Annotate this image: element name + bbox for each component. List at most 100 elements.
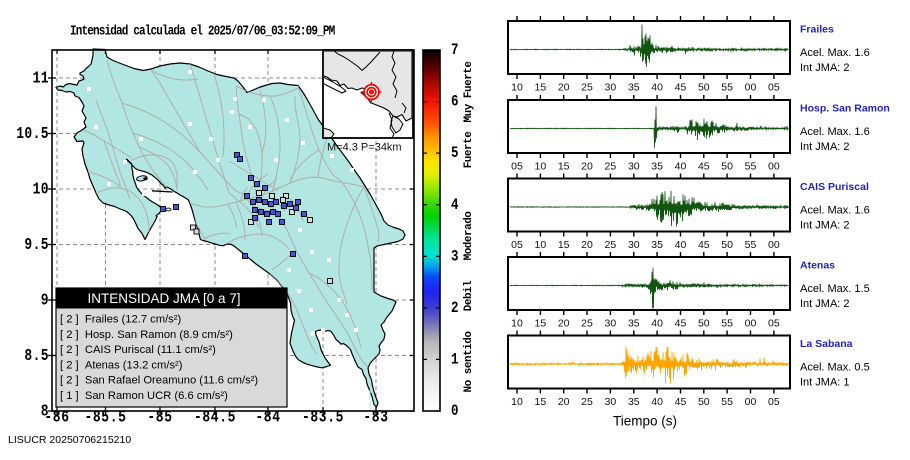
svg-text:05: 05 <box>511 161 523 173</box>
svg-text:8: 8 <box>41 403 49 421</box>
svg-text:10: 10 <box>511 318 523 330</box>
svg-text:-83: -83 <box>363 409 388 427</box>
svg-text:35: 35 <box>651 239 663 251</box>
svg-text:55: 55 <box>745 239 757 251</box>
svg-text:35: 35 <box>651 161 663 173</box>
svg-text:05: 05 <box>768 82 780 94</box>
svg-text:Acel. Max. 1.6: Acel. Max. 1.6 <box>800 205 870 217</box>
svg-text:50: 50 <box>698 82 710 94</box>
svg-text:9: 9 <box>41 292 49 310</box>
svg-text:05: 05 <box>768 318 780 330</box>
svg-text:15: 15 <box>558 239 570 251</box>
svg-text:10: 10 <box>535 161 547 173</box>
svg-text:20: 20 <box>581 161 593 173</box>
svg-text:10: 10 <box>33 181 49 199</box>
svg-text:50: 50 <box>698 318 710 330</box>
svg-text:-84.5: -84.5 <box>194 409 236 427</box>
svg-text:15: 15 <box>535 82 547 94</box>
svg-text:-84: -84 <box>255 409 280 427</box>
svg-text:00: 00 <box>745 318 757 330</box>
svg-text:[ 2 ] Frailes (12.7 cm/s²): [ 2 ] Frailes (12.7 cm/s²) <box>60 314 181 326</box>
svg-text:2: 2 <box>451 300 458 318</box>
svg-text:[ 2 ] San Rafael Oreamuno (11: [ 2 ] San Rafael Oreamuno (11.6 cm/s²) <box>60 375 258 387</box>
svg-text:[ 1 ] San Ramon UCR (6.6 cm/s: [ 1 ] San Ramon UCR (6.6 cm/s²) <box>60 390 228 402</box>
svg-text:Int JMA: 2: Int JMA: 2 <box>800 62 850 74</box>
svg-text:M=4.3 P=34km: M=4.3 P=34km <box>327 142 402 154</box>
svg-text:35: 35 <box>628 82 640 94</box>
svg-text:25: 25 <box>581 82 593 94</box>
svg-text:8.5: 8.5 <box>24 348 49 366</box>
svg-text:-83.5: -83.5 <box>302 409 344 427</box>
svg-text:40: 40 <box>675 239 687 251</box>
svg-text:00: 00 <box>768 239 780 251</box>
svg-text:40: 40 <box>651 396 663 408</box>
svg-text:35: 35 <box>628 318 640 330</box>
svg-text:40: 40 <box>651 318 663 330</box>
svg-text:5: 5 <box>451 145 458 163</box>
svg-text:4: 4 <box>451 197 459 215</box>
svg-text:05: 05 <box>768 396 780 408</box>
svg-text:40: 40 <box>675 161 687 173</box>
svg-text:20: 20 <box>558 82 570 94</box>
svg-text:Tiempo (s): Tiempo (s) <box>613 414 677 429</box>
svg-text:10: 10 <box>511 396 523 408</box>
svg-text:Int JMA: 1: Int JMA: 1 <box>800 377 850 389</box>
svg-text:30: 30 <box>605 396 617 408</box>
svg-text:50: 50 <box>721 161 733 173</box>
svg-text:9.5: 9.5 <box>24 237 49 255</box>
svg-text:Frailes: Frailes <box>800 24 834 36</box>
svg-text:50: 50 <box>721 239 733 251</box>
svg-text:20: 20 <box>581 239 593 251</box>
svg-text:Int JMA: 2: Int JMA: 2 <box>800 298 850 310</box>
svg-text:Int JMA: 2: Int JMA: 2 <box>800 141 850 153</box>
svg-text:45: 45 <box>675 318 687 330</box>
svg-text:LISUCR 20250706215210: LISUCR 20250706215210 <box>8 434 131 446</box>
svg-text:La Sabana: La Sabana <box>800 338 853 350</box>
svg-text:15: 15 <box>535 318 547 330</box>
svg-text:10.5: 10.5 <box>16 126 49 144</box>
svg-text:[ 2 ] CAIS Puriscal (11.1 cm/: [ 2 ] CAIS Puriscal (11.1 cm/s²) <box>60 344 216 356</box>
svg-text:[ 2 ] Hosp. San Ramon (8.9 cm: [ 2 ] Hosp. San Ramon (8.9 cm/s²) <box>60 329 233 341</box>
svg-text:Muy Fuerte: Muy Fuerte <box>463 61 475 123</box>
svg-text:30: 30 <box>628 161 640 173</box>
svg-text:Fuerte: Fuerte <box>463 131 475 169</box>
svg-text:30: 30 <box>605 82 617 94</box>
svg-text:7: 7 <box>451 42 458 60</box>
svg-text:Int JMA: 2: Int JMA: 2 <box>800 220 850 232</box>
svg-text:15: 15 <box>558 161 570 173</box>
svg-text:55: 55 <box>721 82 733 94</box>
svg-text:Atenas: Atenas <box>800 260 835 272</box>
svg-text:35: 35 <box>628 396 640 408</box>
svg-text:6: 6 <box>451 94 458 112</box>
svg-text:Intensidad calculada el 2025/0: Intensidad calculada el 2025/07/06_03:52… <box>70 22 335 39</box>
svg-text:15: 15 <box>535 396 547 408</box>
svg-text:55: 55 <box>721 318 733 330</box>
svg-text:25: 25 <box>581 318 593 330</box>
svg-text:25: 25 <box>605 161 617 173</box>
svg-text:00: 00 <box>768 161 780 173</box>
svg-text:CAIS Puriscal: CAIS Puriscal <box>800 181 869 193</box>
svg-text:10: 10 <box>511 82 523 94</box>
svg-text:45: 45 <box>675 82 687 94</box>
svg-text:Debil: Debil <box>463 280 475 311</box>
svg-text:3: 3 <box>451 248 458 266</box>
svg-text:20: 20 <box>558 396 570 408</box>
svg-text:11: 11 <box>33 70 49 88</box>
svg-text:-85: -85 <box>147 409 172 427</box>
svg-text:Acel. Max. 0.5: Acel. Max. 0.5 <box>800 362 870 374</box>
svg-text:Acel. Max. 1.6: Acel. Max. 1.6 <box>800 126 870 138</box>
svg-text:10: 10 <box>535 239 547 251</box>
svg-text:-86: -86 <box>44 409 69 427</box>
svg-text:Acel. Max. 1.6: Acel. Max. 1.6 <box>800 47 870 59</box>
svg-text:Moderado: Moderado <box>463 211 475 261</box>
svg-text:25: 25 <box>581 396 593 408</box>
svg-text:No sentido: No sentido <box>463 331 475 393</box>
svg-text:[ 2 ] Atenas (13.2 cm/s²): [ 2 ] Atenas (13.2 cm/s²) <box>60 359 183 371</box>
svg-text:45: 45 <box>675 396 687 408</box>
svg-text:30: 30 <box>628 239 640 251</box>
svg-text:Acel. Max. 1.5: Acel. Max. 1.5 <box>800 283 870 295</box>
svg-text:45: 45 <box>698 239 710 251</box>
svg-text:20: 20 <box>558 318 570 330</box>
svg-text:50: 50 <box>698 396 710 408</box>
svg-text:INTENSIDAD JMA [0 a 7]: INTENSIDAD JMA [0 a 7] <box>87 291 240 306</box>
